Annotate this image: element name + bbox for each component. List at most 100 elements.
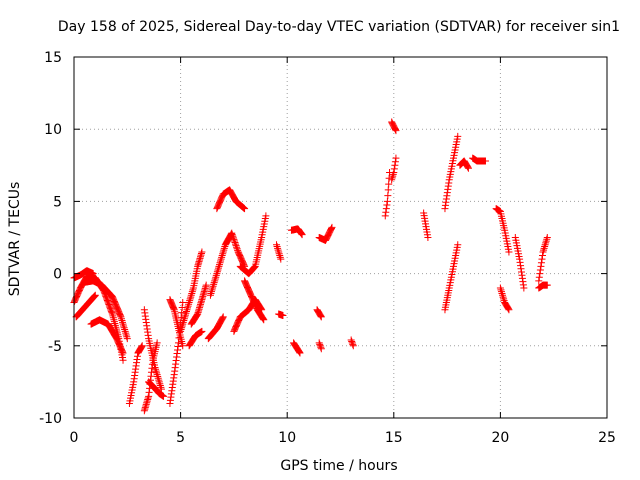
data-point (274, 244, 282, 252)
data-point (178, 322, 186, 330)
data-point (108, 309, 116, 317)
data-point (388, 174, 396, 182)
grid (74, 57, 607, 418)
data-point (349, 342, 357, 350)
data-point (116, 312, 124, 320)
data-point (535, 273, 543, 281)
data-point (177, 326, 185, 334)
data-point (541, 241, 549, 249)
data-point (119, 320, 127, 328)
chart-title: Day 158 of 2025, Sidereal Day-to-day VTE… (58, 19, 620, 35)
data-point (208, 286, 216, 294)
track-arc-16 (213, 186, 249, 213)
data-point (152, 365, 160, 373)
data-point (498, 289, 506, 297)
data-point (390, 165, 398, 173)
data-point (193, 312, 201, 320)
data-point (117, 315, 125, 323)
data-point (117, 313, 125, 321)
data-point (181, 313, 189, 321)
data-point (211, 275, 219, 283)
data-point (211, 277, 219, 285)
data-point (391, 161, 399, 169)
data-point (153, 339, 161, 347)
data-point (317, 345, 325, 353)
track-arc-20 (241, 277, 268, 324)
data-point (212, 271, 220, 279)
data-point (540, 246, 548, 254)
track-arc-8 (145, 378, 168, 400)
data-point (231, 240, 239, 248)
data-point (157, 383, 165, 391)
data-point (218, 253, 226, 261)
data-point (381, 212, 389, 220)
data-point (177, 327, 185, 335)
data-point (315, 339, 323, 347)
data-point (182, 309, 190, 317)
data-point (212, 273, 220, 281)
data-point (213, 270, 221, 278)
data-point (382, 205, 390, 213)
data-point (230, 237, 238, 245)
track-arc-36 (469, 154, 489, 165)
data-point (179, 298, 187, 306)
data-point (231, 239, 239, 247)
data-point (539, 252, 547, 260)
track-arc-28 (347, 336, 357, 350)
data-point (295, 348, 303, 356)
y-tick-label: -5 (48, 339, 62, 355)
data-point (389, 172, 397, 180)
data-point (388, 176, 396, 184)
track-arc-2 (70, 267, 97, 282)
data-point (219, 313, 227, 321)
track-arc-41 (535, 281, 551, 292)
data-point (206, 291, 214, 299)
data-point (504, 305, 512, 313)
data-point (119, 318, 127, 326)
data-point (138, 342, 146, 350)
data-point (504, 304, 512, 312)
data-point (349, 340, 357, 348)
data-point (219, 248, 227, 256)
track-arc-19 (236, 212, 270, 278)
track-arc-35 (456, 157, 472, 172)
data-point (317, 312, 325, 320)
data-point (152, 367, 160, 375)
data-point (424, 234, 432, 241)
track-arc-40 (535, 234, 551, 285)
data-point (215, 262, 223, 270)
data-point (260, 316, 268, 324)
x-tick-label: 15 (385, 430, 403, 446)
data-point (157, 385, 165, 393)
data-point (210, 280, 218, 288)
data-point (209, 282, 217, 290)
data-point (537, 262, 545, 270)
track-arc-3 (81, 277, 131, 343)
data-point (497, 288, 505, 296)
data-point (535, 277, 543, 285)
data-point (121, 326, 129, 334)
data-point (317, 313, 325, 321)
track-arc-17 (204, 313, 227, 343)
data-point (151, 363, 159, 371)
data-point (241, 205, 249, 213)
data-point (216, 259, 224, 267)
data-point (543, 234, 551, 241)
data-point (184, 304, 192, 312)
data-point (536, 266, 544, 274)
data-point (156, 382, 164, 390)
track-arc-33 (441, 132, 462, 213)
data-point (121, 327, 129, 335)
axis-ticks (73, 56, 608, 419)
data-point (390, 169, 398, 177)
data-point (520, 284, 528, 292)
data-point (202, 281, 210, 289)
track-arc-9 (140, 306, 165, 393)
data-point (118, 317, 126, 325)
x-tick-label: 20 (491, 430, 509, 446)
data-point (454, 132, 462, 140)
data-point (123, 335, 131, 343)
track-arc-39 (511, 234, 528, 292)
data-point (279, 311, 287, 319)
